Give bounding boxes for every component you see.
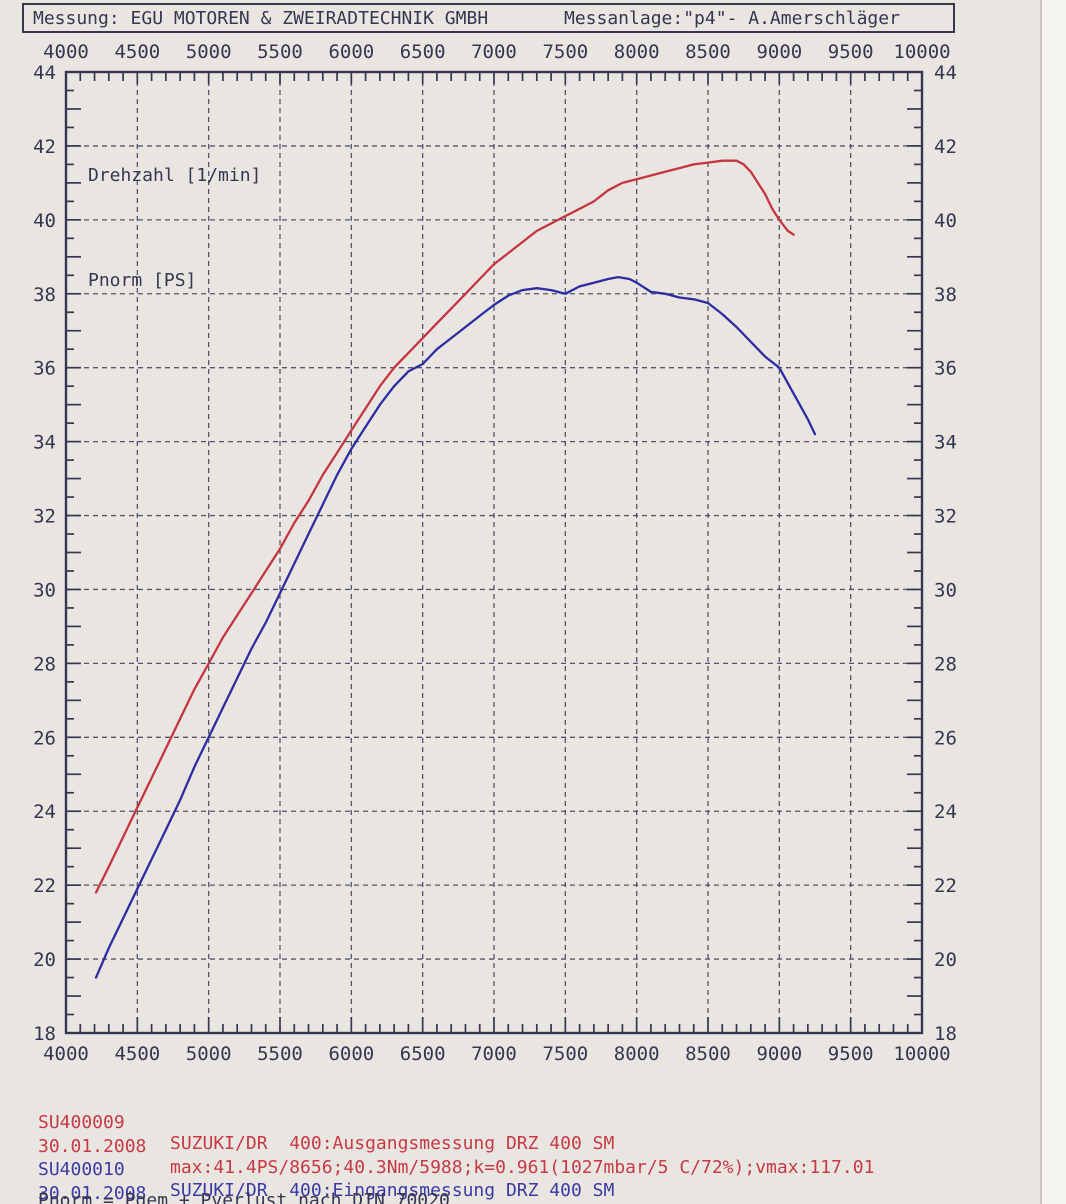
x-axis-label-bottom: 6000 (328, 1043, 374, 1065)
measurement-rig: Messanlage:"p4"- A.Amerschläger (564, 8, 900, 29)
x-axis-label-top: 5500 (257, 41, 303, 63)
x-axis-label-top: 7500 (542, 41, 588, 63)
y-axis-label-left: 22 (33, 875, 56, 897)
x-axis-label-bottom: 8500 (685, 1043, 731, 1065)
paper-background (0, 0, 1042, 1204)
x-axis-label-top: 4000 (43, 41, 89, 63)
y-axis-label-left: 24 (33, 801, 56, 823)
x-axis-label-bottom: 6500 (400, 1043, 446, 1065)
y-axis-label-right: 42 (934, 136, 957, 158)
measurement-results: SU400009 SUZUKI/DR 400:Ausgangsmessung D… (0, 1091, 1042, 1204)
x-axis-label-top: 6500 (400, 41, 446, 63)
curve-eingangsmessung (94, 275, 817, 979)
y-axis-label-left: 26 (33, 727, 56, 749)
x-axis-label-bottom: 8000 (614, 1043, 660, 1065)
run-date: 30.01.2008 (38, 1182, 147, 1204)
x-axis-label-top: 4500 (114, 41, 160, 63)
x-axis-label-bottom: 4500 (114, 1043, 160, 1065)
x-axis-label-top: 9500 (828, 41, 874, 63)
y-axis-label-right: 28 (934, 653, 957, 675)
curve-ausgangsmessung (94, 159, 795, 894)
x-axis-label-bottom: 9000 (756, 1043, 802, 1065)
header-box: Messung: EGU MOTOREN & ZWEIRADTECHNIK GM… (22, 3, 955, 33)
result-row-ausgang-values: 30.01.2008 max:41.4PS/8656;40.3Nm/5988;k… (0, 1115, 1042, 1178)
legend-y-unit: Pnorm [PS] (88, 270, 197, 291)
y-axis-label-left: 32 (33, 506, 56, 528)
y-axis-label-right: 40 (934, 210, 957, 232)
x-axis-label-top: 8500 (685, 41, 731, 63)
chart-legend: Drehzahl [1/min] Pnorm [PS] (88, 88, 261, 333)
y-axis-label-right: 38 (934, 284, 957, 306)
run-id: SU400009 (38, 1112, 125, 1133)
result-row-eingang-values: 30.01.2008 max:38.4PS/7864;39.7Nm/6136;k… (0, 1162, 1042, 1204)
y-axis-label-right: 20 (934, 949, 957, 971)
y-axis-label-left: 40 (33, 210, 56, 232)
y-axis-label-right: 32 (934, 506, 957, 528)
run-id: SU400010 (38, 1159, 125, 1180)
y-axis-label-right: 44 (934, 62, 957, 84)
y-axis-label-right: 26 (934, 727, 957, 749)
y-axis-label-left: 36 (33, 358, 56, 380)
legend-x-unit: Drehzahl [1/min] (88, 165, 262, 186)
x-axis-label-bottom: 4000 (43, 1043, 89, 1065)
x-axis-label-top: 7000 (471, 41, 517, 63)
y-axis-label-left: 28 (33, 653, 56, 675)
y-axis-label-left: 42 (33, 136, 56, 158)
x-axis-label-bottom: 5500 (257, 1043, 303, 1065)
din-norm-note: Pnorm = Pgem + Pverlust nach DIN 70020 (38, 1190, 450, 1204)
y-axis-label-right: 36 (934, 358, 957, 380)
y-axis-label-left: 30 (33, 579, 56, 601)
x-axis-label-bottom: 10000 (893, 1043, 950, 1065)
result-row-ausgang-id: SU400009 SUZUKI/DR 400:Ausgangsmessung D… (0, 1091, 1042, 1154)
x-axis-label-top: 6000 (328, 41, 374, 63)
y-axis-label-right: 30 (934, 579, 957, 601)
x-axis-label-top: 8000 (614, 41, 660, 63)
y-axis-label-left: 34 (33, 432, 56, 454)
run-description: SUZUKI/DR 400:Eingangsmessung DRZ 400 SM (170, 1180, 615, 1201)
y-axis-label-left: 20 (33, 949, 56, 971)
x-axis-label-bottom: 7500 (542, 1043, 588, 1065)
x-axis-label-bottom: 9500 (828, 1043, 874, 1065)
x-axis-label-top: 10000 (893, 41, 950, 63)
y-axis-label-right: 24 (934, 801, 957, 823)
x-axis-label-bottom: 7000 (471, 1043, 517, 1065)
y-axis-label-left: 44 (33, 62, 56, 84)
y-axis-label-right: 22 (934, 875, 957, 897)
y-axis-label-left: 38 (33, 284, 56, 306)
y-axis-label-left: 18 (33, 1023, 56, 1045)
x-axis-label-bottom: 5000 (186, 1043, 232, 1065)
run-max-values: max:41.4PS/8656;40.3Nm/5988;k=0.961(1027… (170, 1156, 875, 1178)
x-axis-label-top: 9000 (756, 41, 802, 63)
run-date: 30.01.2008 (38, 1135, 147, 1157)
y-axis-label-right: 34 (934, 432, 957, 454)
y-axis-label-right: 18 (934, 1023, 957, 1045)
x-axis-label-top: 5000 (186, 41, 232, 63)
measurement-title: Messung: EGU MOTOREN & ZWEIRADTECHNIK GM… (33, 8, 489, 29)
run-description: SUZUKI/DR 400:Ausgangsmessung DRZ 400 SM (170, 1133, 615, 1154)
result-row-eingang-id: SU400010 SUZUKI/DR 400:Eingangsmessung D… (0, 1138, 1042, 1201)
